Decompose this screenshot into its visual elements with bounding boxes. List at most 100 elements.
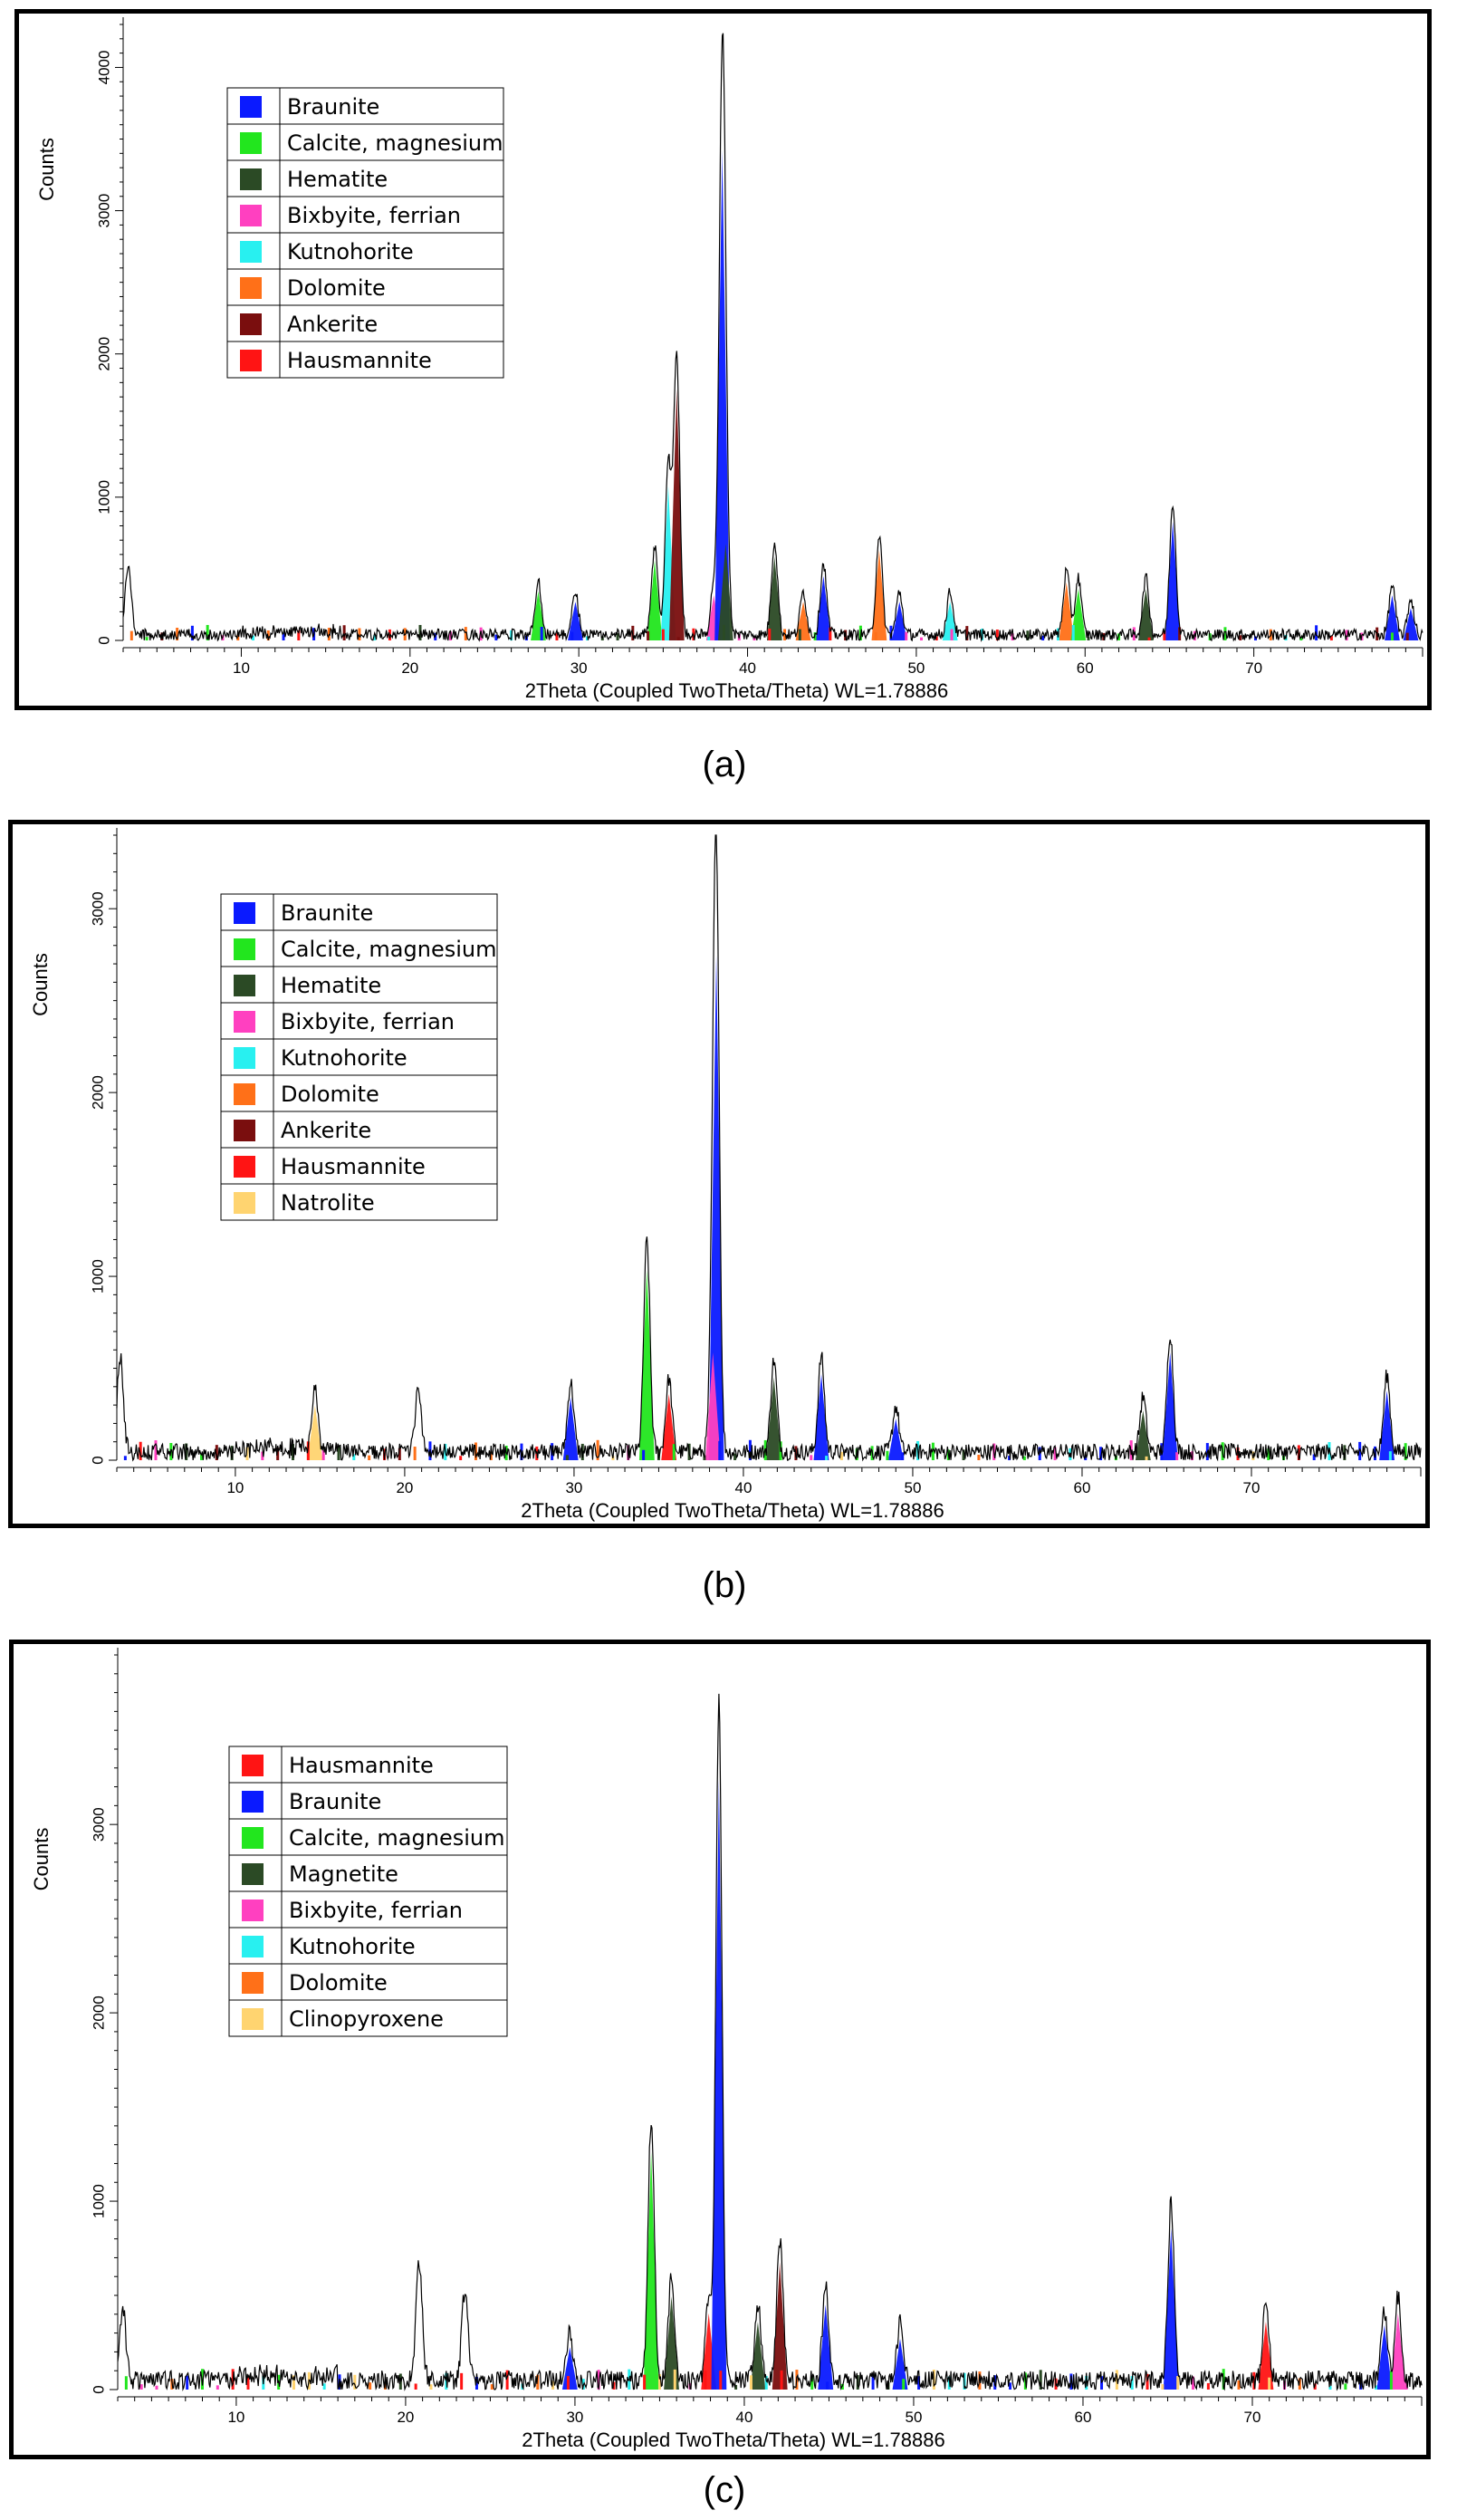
- phase-peak-10: [887, 1419, 904, 1460]
- y-tick-label: 4000: [95, 51, 112, 85]
- x-tick-label: 60: [1074, 1479, 1091, 1496]
- phase-peak-15: [1059, 582, 1075, 640]
- diffraction-trace: [116, 834, 1422, 1462]
- phase-peak-20: [1403, 608, 1419, 640]
- phase-peak-1: [307, 1405, 323, 1460]
- phase-peak-14: [942, 601, 958, 640]
- legend-label: Bixbyite, ferrian: [289, 1898, 463, 1923]
- legend-swatch: [242, 1791, 264, 1813]
- phase-peak-15: [1390, 2313, 1406, 2390]
- y-axis-title: Counts: [30, 1828, 53, 1891]
- caption-a: (a): [702, 745, 747, 784]
- legend-swatch: [240, 350, 262, 371]
- legend: Braunite Calcite, magnesium Hematite Bixbyi…: [226, 87, 504, 379]
- phase-peak-14: [1376, 2324, 1393, 2390]
- y-tick-label: 1000: [89, 1259, 106, 1294]
- legend-label: Hausmannite: [281, 1154, 426, 1179]
- y-axis: 0 1000 2000 3000: [90, 1648, 119, 2394]
- legend-swatch: [242, 2008, 264, 2030]
- legend-swatch: [240, 205, 262, 226]
- x-axis-title: 2Theta (Coupled TwoTheta/Theta) WL=1.788…: [525, 679, 948, 702]
- x-tick-label: 50: [905, 1479, 922, 1496]
- phase-peak-markers: [531, 150, 1419, 641]
- legend-label: Hausmannite: [287, 348, 432, 373]
- caption-c: (c): [703, 2470, 746, 2510]
- legend-swatch: [234, 1120, 255, 1141]
- legend-swatch: [234, 938, 255, 960]
- phase-peak-8: [766, 1377, 782, 1460]
- phase-peak-1: [531, 591, 546, 640]
- phase-peak-9: [772, 2262, 788, 2390]
- legend-swatch: [242, 1936, 264, 1957]
- legend-label: Clinopyroxene: [289, 2006, 444, 2032]
- xrd-chart-b: 0 1000 2000 3000 Counts 10 20 30 40 50 60 70 2Theta …: [29, 828, 1422, 1522]
- phase-peak-4: [643, 2151, 659, 2390]
- y-axis: 0 1000 2000 3000: [89, 828, 118, 1465]
- legend-swatch: [240, 277, 262, 299]
- y-tick-label: 1000: [95, 480, 112, 515]
- legend-swatch: [240, 241, 262, 263]
- legend-swatch: [240, 313, 262, 335]
- phase-peak-12: [871, 550, 887, 640]
- y-tick-label: 3000: [95, 194, 112, 228]
- legend-label: Kutnohorite: [289, 1934, 416, 1959]
- phase-peak-9: [766, 556, 782, 640]
- phase-peak-13: [1379, 1390, 1395, 1460]
- legend-label: Kutnohorite: [287, 239, 414, 265]
- legend-label: Bixbyite, ferrian: [281, 1009, 455, 1034]
- y-axis-title: Counts: [35, 138, 58, 201]
- legend-swatch: [234, 1011, 255, 1033]
- legend-label: Dolomite: [287, 275, 386, 301]
- xrd-panel-a: 0 1000 2000 3000 4000 Counts 10 20 30 40 50 60 70 2Th…: [14, 9, 1432, 710]
- y-tick-label: 2000: [90, 1996, 107, 2030]
- phase-peak-2: [568, 601, 583, 640]
- x-axis: 10 20 30 40 50 60 70: [122, 647, 1423, 677]
- legend-label: Calcite, magnesium: [281, 937, 497, 962]
- legend-label: Magnetite: [289, 1861, 398, 1887]
- x-tick-label: 30: [566, 2409, 583, 2426]
- y-tick-label: 3000: [90, 1807, 107, 1842]
- phase-peak-3: [647, 560, 663, 640]
- x-tick-label: 10: [227, 2409, 244, 2426]
- legend-label: Ankerite: [281, 1118, 371, 1143]
- legend-label: Bixbyite, ferrian: [287, 203, 461, 228]
- phase-peak-11: [1135, 1410, 1151, 1460]
- y-tick-label: 2000: [95, 337, 112, 371]
- y-axis-title: Counts: [29, 953, 52, 1016]
- phase-peak-19: [1385, 595, 1400, 640]
- phase-peak-9: [813, 1374, 829, 1460]
- legend-swatch: [234, 1192, 255, 1214]
- x-tick-label: 50: [906, 2409, 923, 2426]
- legend-swatch: [234, 1156, 255, 1178]
- legend: Braunite Calcite, magnesium Hematite Bixbyi…: [220, 893, 498, 1221]
- phase-peak-12: [1162, 1352, 1178, 1460]
- x-tick-label: 20: [396, 1479, 413, 1496]
- phase-peak-7: [714, 150, 730, 641]
- legend-label: Hausmannite: [289, 1753, 434, 1778]
- x-tick-label: 60: [1075, 2409, 1092, 2426]
- y-tick-label: 1000: [90, 2184, 107, 2218]
- legend-swatch: [234, 1083, 255, 1105]
- legend-label: Natrolite: [281, 1190, 375, 1216]
- legend-swatch: [240, 168, 262, 190]
- phase-peak-8: [750, 2322, 766, 2390]
- y-tick-label: 3000: [89, 891, 106, 926]
- legend-label: Kutnohorite: [281, 1045, 407, 1071]
- phase-peak-markers: [307, 955, 1395, 1460]
- phase-peak-8: [717, 543, 733, 640]
- phase-peak-17: [1137, 589, 1154, 640]
- legend-label: Dolomite: [281, 1082, 379, 1107]
- legend-swatch: [242, 1972, 264, 1994]
- xrd-chart-c: 0 1000 2000 3000 Counts 10 20 30 40 50 60 70 2Theta …: [30, 1648, 1423, 2451]
- legend-label: Hematite: [281, 973, 381, 998]
- x-axis-title: 2Theta (Coupled TwoTheta/Theta) WL=1.788…: [521, 1499, 944, 1522]
- x-tick-label: 70: [1244, 2409, 1261, 2426]
- x-tick-label: 10: [226, 1479, 244, 1496]
- phase-peak-10: [818, 2304, 834, 2390]
- legend-label: Calcite, magnesium: [289, 1825, 505, 1851]
- x-tick-label: 60: [1077, 659, 1094, 677]
- y-tick-label: 0: [95, 636, 112, 644]
- xrd-panel-b: 0 1000 2000 3000 Counts 10 20 30 40 50 60 70 2Theta …: [8, 820, 1430, 1528]
- legend-swatch: [242, 1900, 264, 1921]
- x-tick-label: 40: [739, 659, 756, 677]
